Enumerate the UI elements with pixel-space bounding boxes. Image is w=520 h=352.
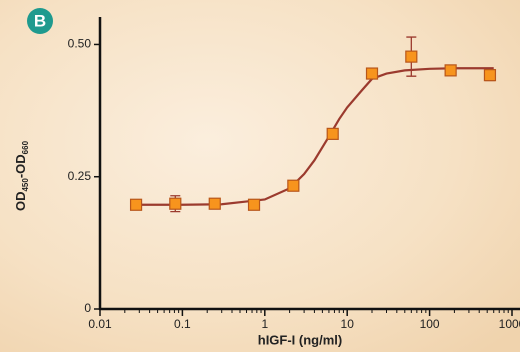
data-point	[288, 180, 299, 191]
y-tick-label: 0	[84, 301, 91, 315]
x-tick-label: 0.01	[88, 317, 112, 331]
panel-label: B	[34, 11, 46, 30]
data-point	[367, 68, 378, 79]
x-tick-label: 1	[261, 317, 268, 331]
y-label-sub: 450	[21, 178, 30, 192]
y-tick-label: 0.25	[68, 169, 92, 183]
x-tick-label: 100	[420, 317, 440, 331]
data-point	[170, 198, 181, 209]
y-tick-label: 0.50	[68, 37, 92, 51]
y-label-part: OD	[13, 192, 28, 212]
data-point	[406, 51, 417, 62]
y-label-part: -OD	[13, 154, 28, 178]
page: {"chart_data": {"type": "scatter", "pane…	[0, 0, 520, 352]
data-point	[445, 65, 456, 76]
data-point	[209, 198, 220, 209]
x-axis-label: hIGF-I (ng/ml)	[258, 332, 342, 347]
data-point	[249, 199, 260, 210]
y-label-sub: 660	[21, 140, 30, 154]
x-tick-label: 0.1	[174, 317, 191, 331]
chart: B hIGF-I (ng/ml) OD450-OD660 0 0.25 0.50 0.…	[0, 0, 520, 352]
data-point	[327, 128, 338, 139]
x-tick-label: 1000	[499, 317, 520, 331]
data-point	[131, 199, 142, 210]
x-tick-label: 10	[341, 317, 355, 331]
data-point	[484, 70, 495, 81]
